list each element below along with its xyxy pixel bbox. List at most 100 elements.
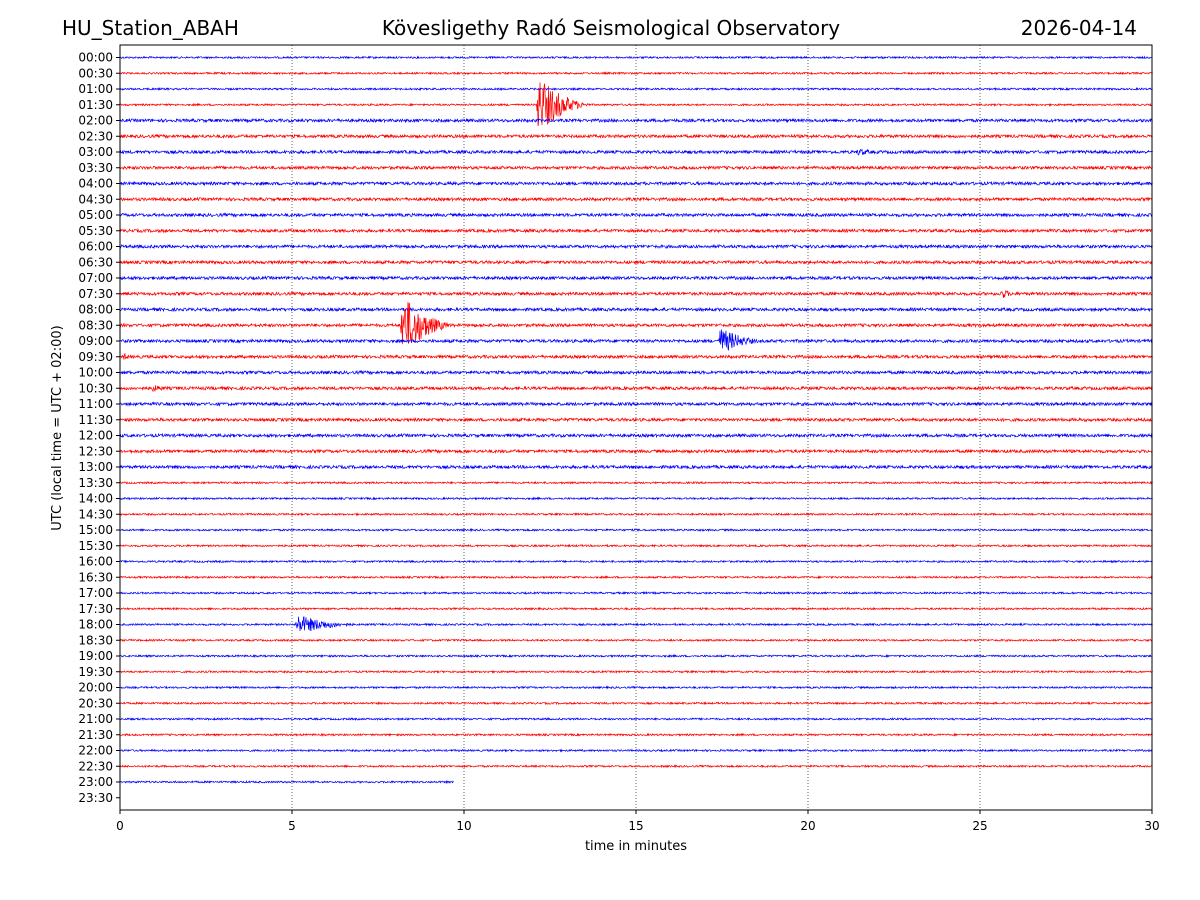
trace-0430: [119, 196, 1153, 203]
y-tick-label: 14:30: [78, 507, 113, 521]
trace-1300: [119, 464, 1153, 470]
trace-0600: [119, 243, 1153, 250]
y-tick-label: 06:00: [78, 240, 113, 254]
trace-0130: [119, 82, 1153, 126]
trace-0700: [119, 275, 1153, 281]
x-tick-label: 25: [972, 819, 987, 833]
trace-2000: [119, 685, 1153, 690]
y-tick-label: 15:30: [78, 539, 113, 553]
trace-1730: [119, 606, 1153, 611]
trace-0000: [119, 55, 1153, 60]
trace-0900: [119, 329, 1153, 351]
y-tick-label: 16:00: [78, 555, 113, 569]
y-tick-label: 18:30: [78, 633, 113, 647]
y-tick-label: 07:00: [78, 271, 113, 285]
y-tick-label: 22:00: [78, 744, 113, 758]
trace-1830: [119, 638, 1153, 643]
y-tick-label: 05:00: [78, 208, 113, 222]
x-tick-label: 10: [456, 819, 471, 833]
trace-1100: [119, 401, 1153, 407]
y-tick-label: 11:30: [78, 413, 113, 427]
trace-1400: [119, 496, 1153, 501]
trace-1000: [119, 369, 1153, 376]
y-tick-label: 02:00: [78, 114, 113, 128]
y-tick-label: 20:00: [78, 681, 113, 695]
y-tick-label: 21:30: [78, 728, 113, 742]
x-axis-label: time in minutes: [585, 839, 687, 854]
y-tick-label: 00:00: [78, 51, 113, 65]
y-tick-label: 11:00: [78, 397, 113, 411]
y-tick-label: 20:30: [78, 696, 113, 710]
trace-1230: [119, 448, 1153, 455]
trace-1430: [119, 512, 1153, 517]
y-tick-label: 13:30: [78, 476, 113, 490]
y-tick-label: 08:30: [78, 318, 113, 332]
trace-1900: [119, 653, 1153, 659]
trace-1530: [119, 543, 1153, 548]
x-axis: 0 5 10 15 20 25 30: [116, 810, 1160, 833]
y-tick-label: 23:30: [78, 791, 113, 805]
y-tick-label: 17:00: [78, 586, 113, 600]
trace-2300: [119, 779, 454, 785]
x-tick-label: 30: [1144, 819, 1159, 833]
station-name: HU_Station_ABAH: [62, 16, 239, 40]
y-tick-label: 02:30: [78, 129, 113, 143]
y-tick-label: 01:00: [78, 82, 113, 96]
y-tick-label: 23:00: [78, 775, 113, 789]
y-tick-label: 16:30: [78, 570, 113, 584]
y-tick-label: 14:00: [78, 492, 113, 506]
y-tick-label: 05:30: [78, 224, 113, 238]
trace-0300: [119, 148, 1153, 156]
trace-0800: [119, 306, 1153, 313]
y-tick-label: 04:00: [78, 177, 113, 191]
trace-0830: [119, 301, 1153, 345]
y-tick-label: 06:30: [78, 255, 113, 269]
trace-0400: [119, 180, 1153, 187]
y-tick-label: 21:00: [78, 712, 113, 726]
y-tick-label: 09:30: [78, 350, 113, 364]
trace-2130: [119, 732, 1153, 737]
y-tick-label: 08:00: [78, 303, 113, 317]
y-tick-label: 19:30: [78, 665, 113, 679]
observatory-title: Kövesligethy Radó Seismological Observat…: [381, 16, 841, 40]
trace-0100: [119, 86, 1153, 92]
trace-0530: [119, 227, 1153, 234]
trace-1500: [119, 527, 1153, 533]
grid-lines: [291, 45, 981, 810]
trace-0930: [119, 352, 1153, 360]
y-tick-label: 03:30: [78, 161, 113, 175]
x-tick-label: 15: [628, 819, 643, 833]
trace-0330: [119, 164, 1153, 171]
plot-date: 2026-04-14: [1020, 16, 1137, 40]
trace-1700: [119, 590, 1153, 596]
y-tick-label: 01:30: [78, 98, 113, 112]
trace-1030: [119, 385, 1153, 393]
trace-2230: [119, 764, 1153, 769]
trace-0630: [119, 259, 1153, 266]
y-tick-label: 12:30: [78, 444, 113, 458]
x-tick-label: 20: [800, 819, 815, 833]
trace-1200: [119, 432, 1153, 439]
y-tick-label: 03:00: [78, 145, 113, 159]
trace-1800: [119, 616, 1153, 632]
trace-2200: [119, 748, 1153, 753]
y-tick-label: 19:00: [78, 649, 113, 663]
trace-1130: [119, 416, 1153, 423]
y-tick-label: 12:00: [78, 429, 113, 443]
y-tick-label: 10:00: [78, 366, 113, 380]
trace-0200: [119, 117, 1153, 124]
y-tick-label: 09:00: [78, 334, 113, 348]
trace-1600: [119, 559, 1153, 564]
trace-1930: [119, 669, 1153, 674]
trace-0730: [119, 290, 1153, 298]
y-tick-label: 07:30: [78, 287, 113, 301]
y-tick-label: 17:30: [78, 602, 113, 616]
trace-2030: [119, 701, 1153, 706]
trace-1630: [119, 575, 1153, 580]
y-tick-label: 18:00: [78, 618, 113, 632]
y-tick-label: 00:30: [78, 66, 113, 80]
y-tick-label: 15:00: [78, 523, 113, 537]
trace-1330: [119, 480, 1153, 485]
y-tick-label: 04:30: [78, 192, 113, 206]
